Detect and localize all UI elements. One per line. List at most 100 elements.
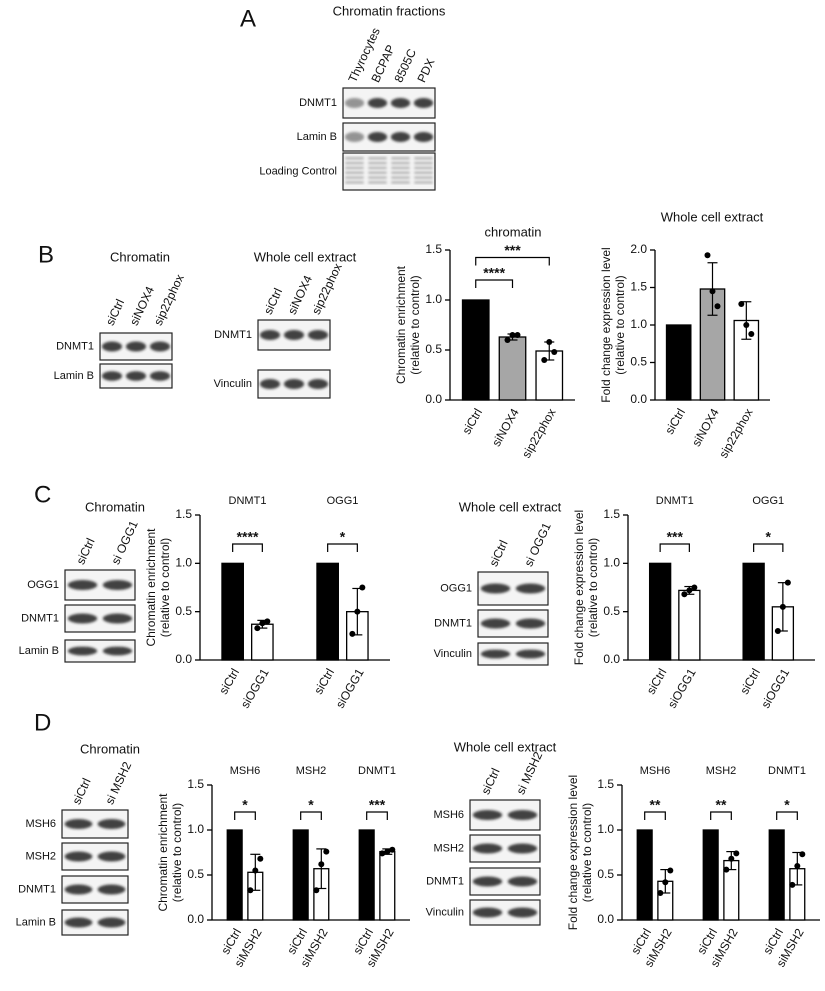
y-tick-label: 1.5: [630, 280, 647, 294]
significance-bracket: [300, 811, 322, 820]
group-label: DNMT1: [656, 495, 694, 507]
x-tick-label: siCtrl: [737, 666, 763, 697]
loading-stripe: [368, 166, 387, 170]
loading-stripe: [368, 157, 387, 160]
bar: [316, 562, 339, 661]
data-point: [254, 625, 261, 632]
y-tick-label: 1.5: [187, 777, 204, 791]
y-tick-label: 0.5: [175, 604, 192, 618]
bar: [665, 324, 692, 401]
blot-band: [67, 646, 98, 656]
y-axis-label: (relative to control): [170, 803, 184, 902]
y-tick-label: 1.5: [175, 507, 192, 521]
blot-title: Whole cell extract: [454, 739, 557, 754]
y-tick-label: 1.0: [425, 292, 442, 306]
data-point: [714, 303, 721, 310]
data-point: [323, 848, 330, 855]
group-label: OGG1: [752, 495, 784, 507]
blot-band: [97, 884, 126, 895]
bar: [768, 829, 785, 921]
blot-title: Chromatin: [110, 249, 170, 264]
data-point: [733, 850, 740, 857]
group-label: MSH2: [296, 765, 327, 777]
blot-band: [507, 907, 538, 918]
y-axis-label: Chromatin enrichment: [144, 528, 158, 647]
data-point: [389, 846, 396, 853]
lane-label: sip22phox: [151, 272, 187, 328]
bar: [358, 829, 375, 921]
significance-label: *: [308, 797, 314, 813]
blot-band: [344, 98, 365, 108]
data-point: [723, 866, 730, 873]
significance-label: *: [242, 797, 248, 813]
x-tick-label: siCtrl: [311, 666, 337, 697]
significance-bracket: [710, 811, 732, 820]
blot-band: [283, 379, 305, 389]
row-label: OGG1: [440, 582, 472, 594]
x-tick-label: siNOX4: [489, 406, 522, 449]
loading-stripe: [345, 171, 364, 174]
row-label: Lamin B: [16, 916, 56, 928]
significance-label: ***: [369, 797, 386, 813]
significance-bracket: [327, 543, 358, 552]
y-tick-label: 1.0: [175, 556, 192, 570]
y-tick-label: 0.5: [187, 867, 204, 881]
row-label: DNMT1: [434, 617, 472, 629]
blot-band: [64, 884, 93, 895]
blot-band: [480, 583, 511, 594]
loading-stripe: [345, 181, 364, 184]
data-point: [662, 879, 669, 886]
blot-band: [507, 843, 538, 854]
x-tick-label: siCtrl: [216, 666, 242, 697]
loading-stripe: [391, 161, 410, 165]
x-tick-label: siOGG1: [333, 666, 367, 711]
y-axis-label: (relative to control): [158, 538, 172, 637]
bar: [226, 829, 243, 921]
significance-bracket: [232, 543, 263, 552]
row-label: Vinculin: [214, 378, 252, 390]
data-point: [514, 332, 521, 338]
data-point: [794, 863, 801, 869]
lane-label: siCtrl: [73, 536, 97, 567]
blot-band: [149, 371, 171, 381]
y-tick-label: 1.0: [187, 822, 204, 836]
blot-frame: [64, 639, 136, 663]
y-tick-label: 1.5: [597, 777, 614, 791]
x-tick-label: siCtrl: [662, 406, 688, 437]
y-tick-label: 0.5: [425, 342, 442, 356]
data-point: [799, 851, 806, 858]
blot-band: [472, 810, 503, 820]
blot-band: [472, 876, 503, 887]
lane-label: si OGG1: [108, 518, 141, 567]
blot-band: [390, 98, 411, 108]
group-label: DNMT1: [229, 495, 267, 507]
row-label: Vinculin: [426, 906, 464, 918]
row-label: OGG1: [27, 579, 59, 591]
x-tick-label: siOGG1: [665, 666, 699, 711]
blot-band: [413, 98, 434, 108]
significance-label: *: [766, 529, 772, 545]
y-tick-label: 0.5: [603, 604, 620, 618]
loading-stripe: [414, 171, 433, 174]
data-point: [789, 881, 796, 888]
loading-stripe: [368, 176, 387, 179]
blot-band: [515, 583, 546, 594]
blot-band: [283, 330, 305, 340]
significance-label: ***: [504, 242, 521, 258]
data-point: [667, 867, 674, 874]
y-axis-label: Fold change expression level: [599, 247, 613, 402]
data-point: [779, 603, 786, 610]
blot-band: [97, 819, 126, 829]
data-point: [784, 579, 791, 586]
blot-band: [125, 371, 147, 381]
row-label: MSH2: [433, 842, 464, 854]
row-label: Vinculin: [434, 648, 472, 660]
row-label: DNMT1: [56, 340, 94, 352]
data-point: [728, 855, 735, 862]
blot-title: Chromatin: [80, 741, 140, 756]
blot-band: [259, 379, 281, 389]
loading-stripe: [391, 171, 410, 174]
loading-stripe: [414, 161, 433, 165]
x-tick-label: siNOX4: [689, 406, 722, 449]
